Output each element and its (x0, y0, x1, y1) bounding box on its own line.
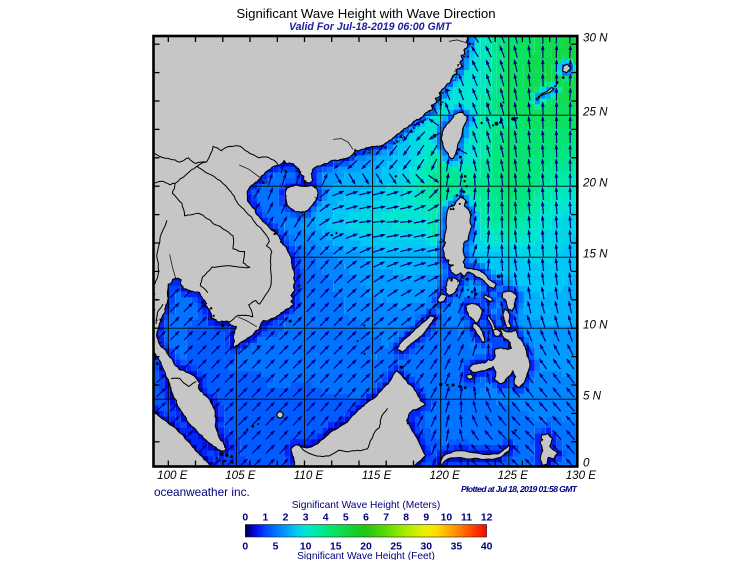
svg-text:Significant Wave Height (Meter: Significant Wave Height (Meters) (292, 500, 441, 511)
svg-text:110 E: 110 E (294, 469, 324, 482)
svg-text:1: 1 (263, 513, 269, 524)
svg-text:5: 5 (273, 542, 279, 553)
svg-text:20: 20 (360, 542, 372, 553)
svg-text:12: 12 (481, 513, 493, 524)
svg-text:2: 2 (283, 513, 289, 524)
svg-text:100 E: 100 E (157, 469, 188, 482)
svg-text:10: 10 (300, 542, 312, 553)
svg-text:30 N: 30 N (583, 32, 608, 45)
svg-text:Valid For Jul-18-2019 06:00 GM: Valid For Jul-18-2019 06:00 GMT (289, 21, 453, 33)
svg-text:5: 5 (343, 513, 349, 524)
svg-text:oceanweather inc.: oceanweather inc. (154, 485, 250, 499)
svg-text:130 E: 130 E (566, 469, 597, 482)
svg-text:11: 11 (461, 513, 472, 524)
svg-text:25 N: 25 N (582, 106, 608, 119)
svg-text:7: 7 (383, 513, 389, 524)
svg-text:15 N: 15 N (583, 248, 608, 261)
svg-text:Significant Wave Height with W: Significant Wave Height with Wave Direct… (236, 6, 495, 21)
svg-text:40: 40 (481, 542, 493, 553)
svg-text:Significant Wave Height (Feet): Significant Wave Height (Feet) (297, 551, 435, 560)
svg-text:35: 35 (451, 542, 463, 553)
svg-text:Plotted at Jul 18, 2019 01:58: Plotted at Jul 18, 2019 01:58 GMT (461, 484, 578, 494)
svg-text:3: 3 (303, 513, 309, 524)
svg-text:30: 30 (421, 542, 433, 553)
svg-text:120 E: 120 E (430, 469, 461, 482)
svg-text:25: 25 (390, 542, 402, 553)
svg-text:115 E: 115 E (362, 469, 392, 482)
svg-text:20 N: 20 N (582, 177, 608, 190)
svg-text:0: 0 (242, 513, 248, 524)
svg-text:10 N: 10 N (583, 319, 608, 332)
svg-text:4: 4 (323, 513, 329, 524)
svg-text:105 E: 105 E (225, 469, 256, 482)
svg-text:9: 9 (423, 513, 429, 524)
svg-text:15: 15 (330, 542, 342, 553)
svg-text:5 N: 5 N (583, 390, 602, 403)
svg-text:0: 0 (242, 542, 248, 553)
svg-text:125 E: 125 E (498, 469, 529, 482)
svg-text:10: 10 (441, 513, 453, 524)
svg-text:8: 8 (403, 513, 409, 524)
svg-text:6: 6 (363, 513, 369, 524)
svg-text:0: 0 (583, 457, 590, 470)
